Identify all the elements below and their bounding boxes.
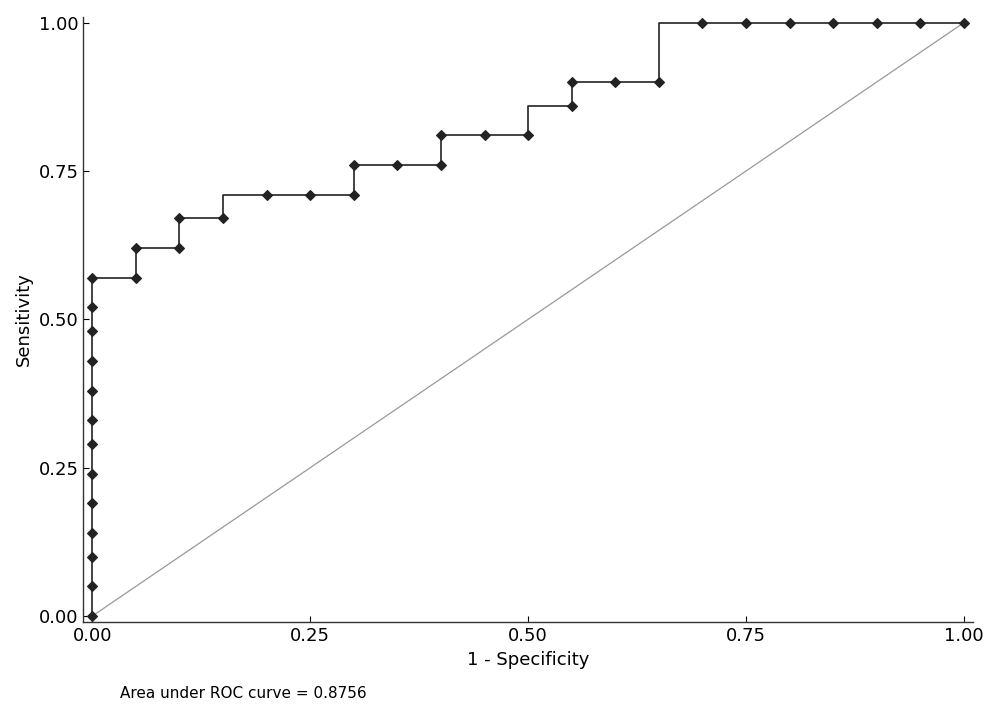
Text: Area under ROC curve = 0.8756: Area under ROC curve = 0.8756 xyxy=(120,686,367,701)
Y-axis label: Sensitivity: Sensitivity xyxy=(15,273,33,366)
X-axis label: 1 - Specificity: 1 - Specificity xyxy=(467,651,589,669)
